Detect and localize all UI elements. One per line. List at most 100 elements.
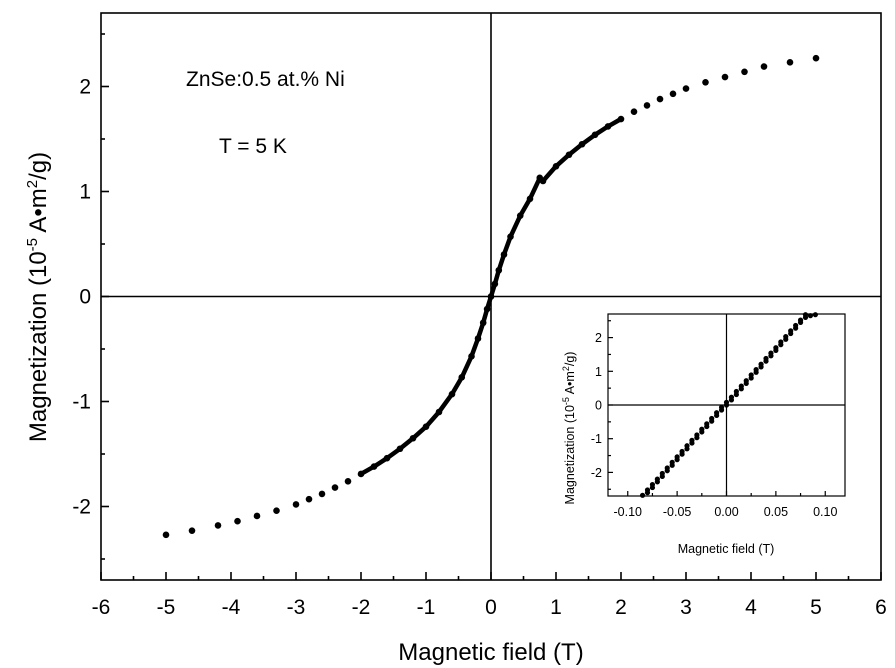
main-x-tick-label: -2 — [352, 596, 371, 619]
inset-data-point — [748, 372, 754, 378]
main-y-title-part: Magnetization (10 — [25, 251, 52, 442]
main-data-point — [741, 68, 748, 76]
main-data-point — [721, 73, 729, 81]
inset-data-point — [797, 317, 804, 323]
inset-x-tick-label: 0.10 — [813, 505, 837, 519]
inset-y-tick-label: 2 — [595, 331, 602, 345]
main-data-point — [273, 507, 280, 514]
inset-data-point — [743, 378, 749, 384]
annotation-sample: ZnSe:0.5 at.% Ni — [186, 68, 345, 91]
main-data-point — [214, 522, 222, 529]
main-y-tick-label: 0 — [79, 286, 91, 309]
main-data-point — [630, 108, 638, 115]
main-data-point — [682, 85, 690, 92]
main-x-tick-label: 2 — [615, 596, 627, 619]
inset-y-title-end: /g) — [563, 352, 577, 367]
main-data-point — [162, 531, 170, 539]
inset-data-point — [664, 465, 670, 471]
inset-data-point — [654, 476, 660, 482]
inset-data-point — [738, 383, 744, 389]
inset-data-point — [709, 415, 715, 422]
main-x-tick-label: 5 — [810, 596, 822, 619]
inset-x-axis-title: Magnetic field (T) — [678, 542, 775, 556]
main-y-tick-label: 2 — [79, 76, 91, 99]
inset-data-point — [714, 410, 720, 416]
inset-data-point — [699, 426, 705, 432]
main-data-point — [344, 478, 352, 485]
inset-data-point — [802, 312, 809, 318]
main-data-point — [702, 79, 709, 86]
inset-data-point — [674, 454, 680, 460]
main-y-title-end: /g) — [25, 152, 52, 180]
main-data-point — [669, 90, 677, 98]
inset-y-title-unit-exp: 2 — [561, 366, 571, 371]
inset-y-title-part: Magnetization (10 — [563, 405, 577, 504]
inset-data-point — [807, 313, 814, 319]
inset-data-point — [689, 437, 695, 443]
inset-data-point — [812, 312, 818, 318]
main-data-point — [292, 501, 300, 508]
main-x-tick-label: 1 — [550, 596, 562, 619]
main-x-tick-label: -5 — [157, 596, 176, 619]
inset-data-point — [793, 322, 799, 329]
main-y-tick-label: -1 — [72, 391, 91, 414]
main-x-tick-label: -4 — [222, 596, 241, 619]
main-x-axis-title: Magnetic field (T) — [398, 639, 583, 666]
inset-y-tick-label: -1 — [591, 432, 602, 446]
inset-data-point — [694, 432, 700, 438]
inset-series — [639, 312, 818, 498]
inset-y-tick-label: -2 — [591, 466, 602, 480]
inset-data-point — [718, 404, 725, 410]
main-y-title-unit: A•m — [25, 188, 52, 238]
main-data-point — [643, 102, 651, 109]
inset-data-point — [639, 492, 646, 498]
inset-x-tick-label: -0.10 — [614, 505, 643, 519]
main-data-point — [331, 484, 339, 491]
main-y-title-unit-exp: 2 — [24, 180, 41, 188]
main-y-tick-label: 1 — [79, 181, 91, 204]
inset-y-title-unit: A•m — [563, 371, 577, 397]
inset-data-point — [704, 421, 710, 427]
main-data-point — [760, 63, 768, 70]
main-y-tick-label: -2 — [72, 496, 91, 519]
inset-x-tick-label: 0.05 — [764, 505, 788, 519]
main-x-tick-label: 3 — [680, 596, 692, 619]
main-data-point — [318, 490, 326, 498]
inset-data-point — [684, 443, 690, 449]
main-data-point — [656, 95, 664, 103]
main-series-dense-trace — [358, 116, 624, 477]
inset-data-point — [758, 361, 764, 367]
inset-data-point — [753, 367, 759, 373]
inset-data-point — [768, 350, 774, 356]
main-data-point — [253, 512, 261, 520]
inset-x-tick-label: 0.00 — [714, 505, 738, 519]
inset-data-point — [644, 487, 651, 493]
main-x-tick-label: -3 — [287, 596, 306, 619]
inset-x-tick-label: -0.05 — [663, 505, 692, 519]
main-series — [162, 54, 820, 539]
main-y-title-exp: -5 — [24, 238, 41, 251]
inset-data-point — [788, 328, 794, 334]
main-x-tick-label: -1 — [417, 596, 436, 619]
inset-data-point — [649, 481, 656, 488]
annotation-temperature: T = 5 K — [219, 135, 287, 158]
inset-y-title-exp: -5 — [561, 397, 571, 405]
main-ticks: -6 -5 -4 -3 -2 -1 0 1 2 3 4 5 6 -2 -1 0 1 2 — [72, 33, 887, 619]
main-x-tick-label: 4 — [745, 596, 757, 619]
inset-data-point — [763, 355, 769, 362]
main-data-point — [188, 527, 196, 534]
inset-data-point — [723, 399, 730, 405]
inset-y-axis-title: Magnetization (10-5 A•m2/g) — [561, 352, 577, 505]
main-y-axis-title: Magnetization (10-5 A•m2/g) — [24, 152, 52, 442]
main-data-point — [812, 54, 820, 62]
inset-data-point — [783, 333, 789, 340]
main-x-tick-label: -6 — [92, 596, 111, 619]
inset-ticks: -0.10 -0.05 0.00 0.05 0.10 -2 -1 0 1 2 — [591, 320, 837, 519]
inset-data-point — [778, 339, 784, 345]
main-data-point — [234, 517, 241, 525]
inset-data-point — [659, 470, 665, 477]
main-data-point — [786, 59, 794, 66]
inset-y-tick-label: 1 — [595, 365, 602, 379]
inset-data-point — [728, 394, 735, 400]
main-x-tick-label: 0 — [485, 596, 497, 619]
